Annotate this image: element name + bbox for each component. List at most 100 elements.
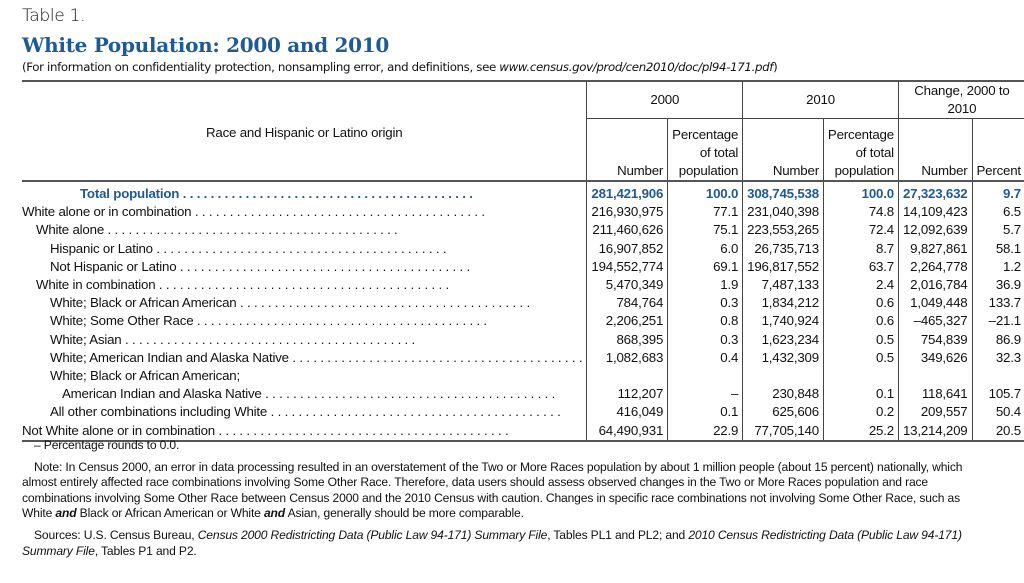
leader-dots: . . . . . . . . . . . . . . . . . . . . …	[267, 404, 561, 420]
cell-value: 0.1	[822, 385, 899, 404]
cell-value: 0.8	[667, 312, 743, 331]
row-label-text: White; Black or African American;	[50, 367, 240, 383]
table-row: White; Asian . . . . . . . . . . . . . .…	[22, 330, 1024, 349]
row-label-text: White alone or in combination	[22, 204, 192, 220]
cell-value: 74.8	[822, 203, 899, 222]
cell-value: 0.3	[667, 294, 743, 313]
table-row: Not White alone or in combination . . . …	[22, 421, 1024, 442]
sources-text: , Tables PL1 and PL2; and	[547, 527, 689, 542]
row-label: White; Some Other Race . . . . . . . . .…	[22, 312, 587, 330]
cell-value: 58.1	[971, 239, 1024, 258]
table-title: White Population: 2000 and 2010	[22, 33, 389, 57]
cell-value	[586, 366, 668, 386]
cell-value: 1,740,924	[742, 312, 824, 331]
cell-value: 22.9	[667, 421, 743, 442]
cell-value: 0.6	[822, 312, 899, 331]
row-label: American Indian and Alaska Native . . . …	[22, 385, 587, 403]
row-label-text: White in combination	[36, 276, 156, 292]
note-text: Black or African American or White	[79, 506, 261, 521]
row-label-text: White; Asian	[50, 331, 122, 347]
cell-value: 194,552,774	[586, 257, 668, 276]
cell-value: 223,553,265	[742, 221, 824, 240]
source-title: Census 2000 Redistricting Data (Public L…	[197, 527, 548, 542]
cell-value: 100.0	[667, 180, 743, 204]
row-label: Total population . . . . . . . . . . . .…	[22, 181, 587, 203]
cell-value: 349,626	[897, 348, 972, 367]
note-text: Asian, generally should be more comparab…	[287, 506, 524, 521]
cell-value: 26,735,713	[742, 239, 824, 258]
cell-value: 1,623,234	[742, 330, 824, 349]
row-label: White; Black or African American . . . .…	[22, 294, 587, 312]
cell-value: 6.0	[667, 239, 743, 258]
data-table: Race and Hispanic or Latino origin 2000 …	[22, 80, 1024, 442]
subtitle-url[interactable]: www.census.gov/prod/cen2010/doc/pl94-171…	[499, 60, 774, 74]
cell-value: –465,327	[897, 312, 972, 331]
table-row: All other combinations including White .…	[22, 403, 1024, 422]
leader-dots: . . . . . . . . . . . . . . . . . . . . …	[236, 295, 531, 311]
cell-value: 7,487,133	[742, 275, 824, 295]
note-and: and	[263, 506, 286, 521]
sources-text: Sources: U.S. Census Bureau,	[34, 527, 198, 542]
cell-value: 868,395	[586, 330, 668, 349]
cell-value: 308,745,538	[742, 180, 824, 204]
col-header: Percent	[971, 118, 1024, 182]
table-row: Not Hispanic or Latino . . . . . . . . .…	[22, 257, 1024, 276]
cell-value: 72.4	[822, 221, 899, 240]
row-label: White; Black or African American;	[22, 367, 587, 385]
cell-value: 0.6	[822, 294, 899, 313]
leader-dots: . . . . . . . . . . . . . . . . . . . . …	[176, 258, 470, 274]
row-label: Hispanic or Latino . . . . . . . . . . .…	[22, 240, 587, 258]
cell-value: 1,049,448	[897, 294, 972, 313]
cell-value: 105.7	[971, 385, 1024, 404]
cell-value	[742, 366, 824, 386]
leader-dots: . . . . . . . . . . . . . . . . . . . . …	[214, 422, 509, 438]
row-label-text: All other combinations including White	[50, 404, 268, 420]
leader-dots: . . . . . . . . . . . . . . . . . . . . …	[152, 240, 447, 256]
leader-dots: . . . . . . . . . . . . . . . . . . . . …	[288, 349, 583, 365]
table-subtitle: (For information on confidentiality prot…	[22, 60, 778, 74]
cell-value: 77.1	[667, 203, 743, 222]
cell-value: 112,207	[586, 385, 668, 404]
row-label-text: White; Some Other Race	[50, 313, 194, 329]
note-paragraph: Note: In Census 2000, an error in data p…	[22, 460, 982, 522]
row-label-text: White alone	[36, 222, 105, 238]
cell-value: –	[667, 385, 743, 404]
note-text: Note: In Census 2000, an error in data p…	[22, 459, 963, 521]
row-label: Not White alone or in combination . . . …	[22, 421, 587, 442]
cell-value: 625,606	[742, 403, 824, 422]
table-row: White; American Indian and Alaska Native…	[22, 348, 1024, 367]
cell-value: 77,705,140	[742, 421, 824, 442]
group-header-2000: 2000	[586, 81, 743, 120]
subtitle-text: (For information on confidentiality prot…	[22, 60, 500, 74]
cell-value: 20.5	[971, 421, 1024, 442]
cell-value: 50.4	[971, 403, 1024, 422]
subtitle-suffix: )	[773, 60, 778, 74]
source-title: 2010 Census Redistricting Data (Public L…	[22, 527, 962, 558]
table-row: Hispanic or Latino . . . . . . . . . . .…	[22, 239, 1024, 258]
cell-value: 32.3	[971, 348, 1024, 367]
cell-value: 0.3	[667, 330, 743, 349]
row-label: Not Hispanic or Latino . . . . . . . . .…	[22, 258, 587, 276]
leader-dots: . . . . . . . . . . . . . . . . . . . . …	[104, 222, 398, 238]
cell-value: 1,834,212	[742, 294, 824, 313]
leader-dots: . . . . . . . . . . . . . . . . . . . . …	[193, 313, 487, 329]
row-label-header: Race and Hispanic or Latino origin	[22, 81, 587, 182]
table-row: Total population . . . . . . . . . . . .…	[22, 180, 1024, 204]
cell-value: 86.9	[971, 330, 1024, 349]
note-and: and	[55, 506, 77, 521]
cell-value: 69.1	[667, 257, 743, 276]
sources-paragraph: Sources: U.S. Census Bureau, Census 2000…	[22, 528, 982, 559]
leader-dots: . . . . . . . . . . . . . . . . . . . . …	[155, 276, 449, 292]
cell-value: 281,421,906	[586, 180, 668, 204]
row-label-text: White; American Indian and Alaska Native	[50, 349, 289, 365]
row-label: White alone . . . . . . . . . . . . . . …	[22, 221, 587, 239]
cell-value: 14,109,423	[897, 203, 972, 222]
leader-dots: . . . . . . . . . . . . . . . . . . . . …	[121, 331, 416, 347]
table-row: White alone or in combination . . . . . …	[22, 203, 1024, 222]
cell-value: 75.1	[667, 221, 743, 240]
cell-value: 216,930,975	[586, 203, 668, 222]
cell-value: 118,641	[897, 385, 972, 404]
cell-value: 63.7	[822, 257, 899, 276]
cell-value: 1,082,683	[586, 348, 668, 367]
row-label-text: White; Black or African American	[50, 295, 237, 311]
